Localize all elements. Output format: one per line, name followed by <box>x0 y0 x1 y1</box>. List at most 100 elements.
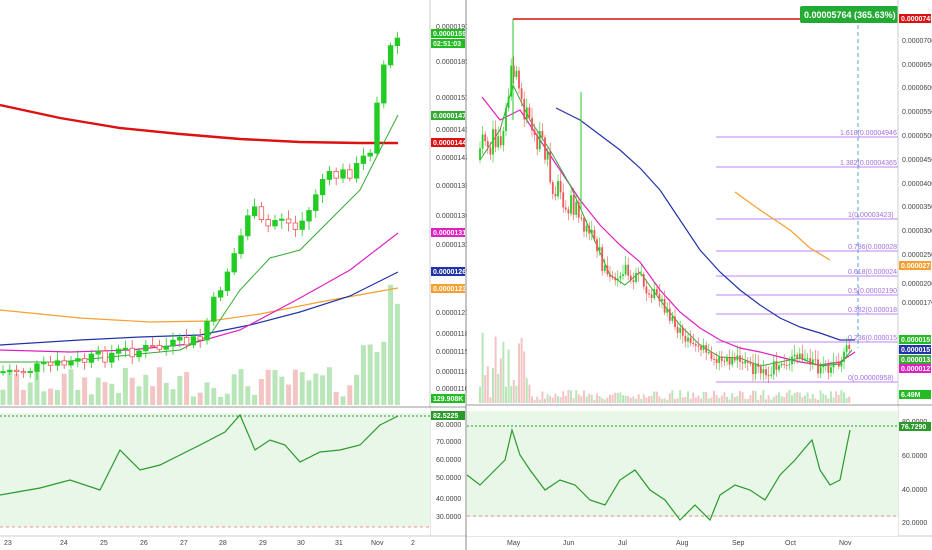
candle-body <box>129 347 135 358</box>
volume-bar <box>505 386 507 403</box>
candle-body <box>27 370 33 373</box>
volume-bar <box>749 395 752 403</box>
candle-body <box>61 360 67 366</box>
volume-bar <box>27 382 33 405</box>
volume-bar <box>381 341 387 405</box>
left-volume-bars <box>0 284 400 405</box>
candle-body <box>489 147 492 155</box>
candle-body <box>827 364 830 373</box>
candle-body <box>611 276 614 278</box>
left-time-axis[interactable]: 23 24 25 26 27 28 29 30 31 Nov 2 <box>4 540 415 547</box>
candle-body <box>163 345 169 350</box>
candle-body <box>791 356 793 365</box>
candle-body <box>601 247 604 271</box>
volume-bar <box>601 398 604 403</box>
right-time-axis[interactable]: May Jun Jul Aug Sep Oct Nov <box>507 540 852 547</box>
left-rsi-tick: 40.0000 <box>436 496 461 503</box>
volume-bar <box>806 392 809 403</box>
volume-bar <box>687 391 689 403</box>
candle-body <box>75 358 81 362</box>
price-tag-ma_green <box>431 111 465 120</box>
candle-body <box>536 134 539 150</box>
right-price-pane[interactable] <box>467 0 898 405</box>
candle-body <box>674 316 676 328</box>
candle-body <box>381 64 387 104</box>
volume-bar <box>658 396 661 403</box>
volume-bar <box>746 399 749 403</box>
candle-body <box>512 65 515 77</box>
volume-bar <box>775 394 778 403</box>
candle-body <box>749 362 752 364</box>
volume-bar <box>705 391 708 403</box>
candle-body <box>642 274 645 287</box>
volume-bar <box>360 345 366 405</box>
fib-level-label: 0.382(0.00001899) <box>848 307 907 314</box>
right-rsi-ticks: 80.000060.000040.000020.0000 <box>902 419 927 527</box>
candle-body <box>224 271 231 292</box>
candle-body <box>481 134 484 149</box>
volume-bar <box>0 389 6 405</box>
right-rsi-panel[interactable]: 80.000060.000040.000020.0000 76.7290 <box>466 406 931 536</box>
right-rsi-tag-label: 76.7290 <box>901 424 926 431</box>
candle-body <box>541 131 544 138</box>
left-rsi-panel[interactable]: 80.0000 70.0000 60.0000 50.0000 40.0000 30.00… <box>0 408 465 536</box>
volume-bar <box>728 399 731 403</box>
volume-bar <box>299 372 305 405</box>
volume-bar <box>48 388 54 405</box>
candle-body <box>689 337 692 343</box>
volume-bar <box>292 369 298 405</box>
left-price-tick: 0.00001300 <box>436 242 473 249</box>
left-panel[interactable]: 0.00001900 0.00001860 0.00001500 0.00001460… <box>0 0 473 536</box>
volume-bar <box>611 394 614 403</box>
volume-bar <box>525 378 528 403</box>
volume-bar <box>598 395 601 403</box>
candle-body <box>752 363 754 374</box>
right-time-label: Oct <box>785 540 796 547</box>
candle-body <box>757 363 760 367</box>
candle-body <box>830 367 832 373</box>
right-panel[interactable]: 1.618(0.00004946) 1.382(0.00004365) 1(0.00… <box>467 0 932 536</box>
volume-bar <box>258 378 264 405</box>
volume-bar <box>689 398 692 403</box>
price-tag-label-ma_green: 0.00001477 <box>433 113 470 120</box>
candle-body <box>824 364 827 366</box>
volume-bar <box>564 395 567 403</box>
candle-body <box>739 355 741 362</box>
volume-bar <box>731 393 734 403</box>
volume-bar <box>848 396 851 403</box>
volume-bar <box>170 389 176 405</box>
candle-body <box>525 107 528 120</box>
volume-bar <box>502 341 505 403</box>
volume-bar <box>676 398 679 403</box>
volume-bar <box>843 392 845 403</box>
candle-body <box>258 206 265 221</box>
volume-bar <box>668 393 671 403</box>
candle-body <box>759 366 762 374</box>
volume-bar <box>575 390 578 403</box>
candle-body <box>614 277 617 281</box>
left-price-pane[interactable] <box>0 0 430 407</box>
volume-bar <box>481 332 484 403</box>
volume-bar <box>238 369 244 405</box>
candle-body <box>728 357 731 365</box>
candle-body <box>736 355 739 361</box>
right-price-axis[interactable] <box>898 0 932 405</box>
candle-body <box>204 320 210 341</box>
volume-bar <box>554 393 557 403</box>
candle-body <box>374 102 380 154</box>
left-price-axis[interactable] <box>430 0 466 407</box>
candle-body <box>666 308 669 313</box>
volume-bar <box>655 391 658 403</box>
volume-bar <box>622 395 624 403</box>
candle-body <box>531 117 533 131</box>
candle-body <box>627 264 630 276</box>
volume-bar <box>197 392 203 405</box>
candle-body <box>650 294 653 298</box>
measure-result-box[interactable] <box>800 6 898 23</box>
left-rsi-tick: 70.0000 <box>436 439 461 446</box>
candle-body <box>697 345 700 347</box>
price-tag-label-volume: 129.908K <box>433 396 463 403</box>
candle-body <box>731 357 734 365</box>
fibonacci-retracement[interactable]: 1.618(0.00004946) 1.382(0.00004365) 1(0.00… <box>716 130 907 383</box>
volume-bar <box>354 374 360 405</box>
